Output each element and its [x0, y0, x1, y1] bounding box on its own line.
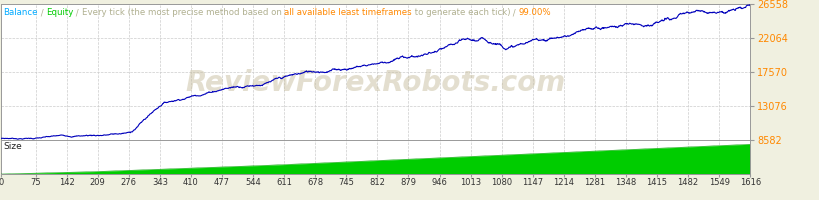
Text: /: /	[38, 8, 46, 17]
Text: Equity: Equity	[46, 8, 73, 17]
Text: Every tick (the most precise method based on: Every tick (the most precise method base…	[82, 8, 284, 17]
Text: Size: Size	[3, 142, 22, 151]
Text: /: /	[509, 8, 518, 17]
Text: Balance: Balance	[3, 8, 38, 17]
Text: 99.00%: 99.00%	[518, 8, 550, 17]
Text: all available least timeframes: all available least timeframes	[284, 8, 411, 17]
Text: to generate each tick): to generate each tick)	[411, 8, 509, 17]
Text: ReviewForexRobots.com: ReviewForexRobots.com	[185, 69, 565, 97]
Text: /: /	[73, 8, 82, 17]
